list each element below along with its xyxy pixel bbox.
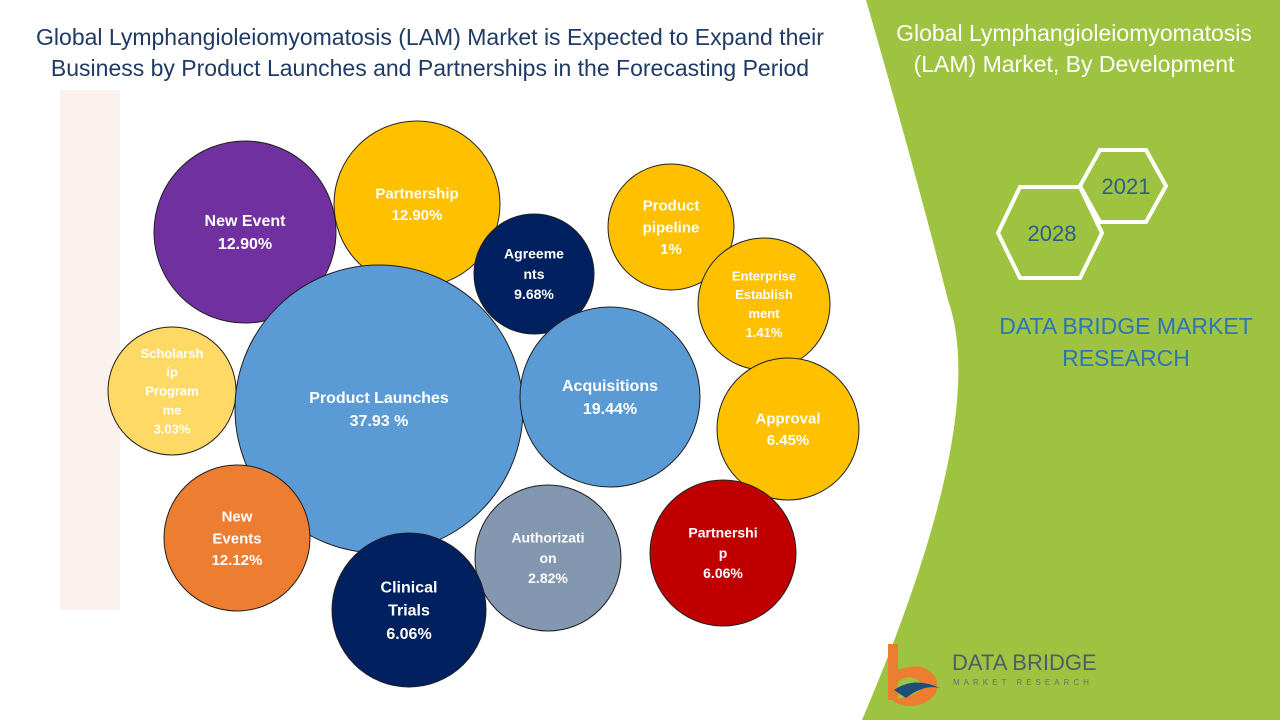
bubble-value-label: 3.03% <box>154 421 191 436</box>
bubble-partnership: Partnershi p 6.06% <box>649 479 797 627</box>
bubble-value-label: 12.12% <box>212 552 263 569</box>
bubble-category-label: Acquisitions <box>562 378 658 395</box>
green-side-panel <box>862 0 1280 720</box>
bubble-value-label: 9.68% <box>514 286 554 302</box>
bubble-product-launches: Product Launches 37.93 % <box>234 264 524 554</box>
bubble-value-label: 12.90% <box>218 236 272 253</box>
bubble-category-label: Authorizati <box>511 530 584 546</box>
bubble-value-label: 2.82% <box>528 570 568 586</box>
bubble-category-label: ment <box>748 306 780 321</box>
bubble-circle <box>649 479 797 627</box>
bubble-category-label: p <box>719 545 728 561</box>
bubble-authorization: Authorizati on 2.82% <box>474 484 622 632</box>
main-title: Global Lymphangioleiomyomatosis (LAM) Ma… <box>36 24 824 81</box>
bubble-category-label: nts <box>524 266 545 282</box>
bubble-category-label: New <box>222 509 253 526</box>
bubble-approval: Approval 6.45% <box>716 357 860 501</box>
bubble-category-label: ip <box>166 365 178 380</box>
bubble-value-label: 6.06% <box>703 565 743 581</box>
bubble-circle <box>716 357 860 501</box>
bubble-circle <box>519 306 701 488</box>
bubble-category-label: Clinical <box>381 579 438 596</box>
logo-subtitle: MARKET RESEARCH <box>953 678 1093 687</box>
bubble-circle <box>163 464 311 612</box>
bubble-category-label: on <box>539 550 556 566</box>
bubble-category-label: Scholarsh <box>141 346 204 361</box>
bubble-productpipeline: Product pipeline 1% <box>607 163 735 291</box>
bubble-category-label: Establish <box>735 287 793 302</box>
bubble-category-label: Approval <box>755 410 820 427</box>
bubble-value-label: 6.06% <box>386 626 431 643</box>
bubble-acquisitions: Acquisitions 19.44% <box>519 306 701 488</box>
logo-swoosh-icon <box>894 682 940 698</box>
bubble-category-label: Agreeme <box>504 246 564 262</box>
bubble-newevents: New Events 12.12% <box>163 464 311 612</box>
bubble-category-label: Partnership <box>375 185 458 202</box>
bubble-clinicaltrials: Clinical Trials 6.06% <box>331 532 487 688</box>
bubble-circle <box>153 140 337 324</box>
bubble-value-label: 12.90% <box>392 207 443 224</box>
bubble-category-label: Trials <box>388 603 430 620</box>
bubble-enterpriseestablishment: Enterprise Establish ment 1.41% <box>697 237 831 371</box>
hexagon-2028 <box>995 185 1105 280</box>
bubble-circle <box>331 532 487 688</box>
logo-mark-icon <box>888 644 938 706</box>
bubble-value-label: 6.45% <box>767 432 810 449</box>
bubble-value-label: 1.41% <box>746 325 783 340</box>
bubble-value-label: 1% <box>660 241 682 258</box>
logo-name: DATA BRIDGE <box>952 650 1097 675</box>
bubble-category-label: New Event <box>205 213 287 230</box>
bubble-circle <box>607 163 735 291</box>
bubble-category-label: Enterprise <box>732 268 796 283</box>
bubble-category-label: Program <box>145 384 198 399</box>
bubble-category-label: Partnershi <box>688 525 757 541</box>
brand-text: DATA BRIDGE MARKET RESEARCH <box>968 310 1280 374</box>
bubble-agreements: Agreeme nts 9.68% <box>473 213 595 335</box>
bubble-value-label: 19.44% <box>583 401 637 418</box>
watermark-shape <box>60 90 120 610</box>
brand-line-2: RESEARCH <box>1062 345 1190 371</box>
brand-line-1: DATA BRIDGE MARKET <box>999 313 1253 339</box>
bubble-circle <box>474 484 622 632</box>
bubble-category-label: Events <box>212 530 261 547</box>
bubble-value-label: 37.93 % <box>350 413 409 430</box>
bubble-scholarshipprogramme: Scholarsh ip Program me 3.03% <box>107 326 237 456</box>
bubble-category-label: pipeline <box>643 219 700 236</box>
bubble-partnership: Partnership 12.90% <box>333 120 501 288</box>
year-2021-label: 2021 <box>1102 174 1151 199</box>
bubble-circle <box>473 213 595 335</box>
side-panel-title: Global Lymphangioleiomyomatosis (LAM) Ma… <box>896 20 1252 77</box>
bubble-circle <box>697 237 831 371</box>
bubble-category-label: Product Launches <box>309 390 449 407</box>
bubble-new-event: New Event 12.90% <box>153 140 337 324</box>
data-bridge-logo <box>888 644 940 706</box>
bubble-category-label: me <box>163 402 182 417</box>
bubble-category-label: Product <box>643 198 700 215</box>
year-2028-label: 2028 <box>1028 221 1077 246</box>
